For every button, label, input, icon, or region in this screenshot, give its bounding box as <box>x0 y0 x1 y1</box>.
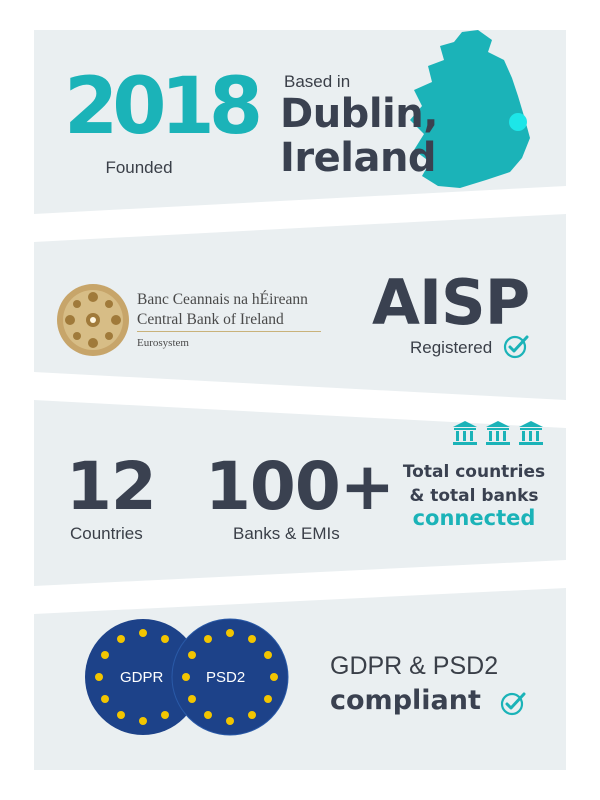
check-circle-icon <box>500 692 526 716</box>
founded-year: 2018 <box>64 62 263 152</box>
compliance-line-1: GDPR & PSD2 <box>330 652 499 680</box>
bank-building-icon <box>486 421 510 445</box>
summary-line-2: & total banks <box>409 486 539 506</box>
bank-divider <box>137 331 321 332</box>
psd2-badge-icon <box>171 618 289 736</box>
city-line-2: Ireland <box>280 135 437 181</box>
location-city: Dublin, Ireland <box>280 92 438 180</box>
gdpr-badge-icon <box>85 619 201 735</box>
bank-name-irish: Banc Ceannais na hÉireann <box>137 291 308 308</box>
banks-value: 100+ <box>205 448 395 525</box>
city-line-1: Dublin, <box>280 91 438 137</box>
ireland-map-icon <box>410 30 530 188</box>
psd2-badge-label: PSD2 <box>206 669 246 686</box>
location-prefix: Based in <box>284 72 351 91</box>
check-circle-icon <box>503 335 529 359</box>
bank-building-icon <box>453 421 477 445</box>
bank-system: Eurosystem <box>137 337 189 349</box>
compliance-badges <box>85 618 289 736</box>
banks-label: Banks & EMIs <box>233 524 340 543</box>
bank-name-english: Central Bank of Ireland <box>137 311 284 328</box>
summary-line-3: connected <box>412 506 536 530</box>
countries-label: Countries <box>70 524 143 543</box>
compliance-line-2: compliant <box>330 685 481 716</box>
license-type: AISP <box>372 266 530 339</box>
bank-icons-group <box>453 421 543 445</box>
gdpr-badge-label: GDPR <box>120 669 164 686</box>
countries-value: 12 <box>66 448 157 525</box>
summary-line-1: Total countries <box>402 462 546 482</box>
license-status: Registered <box>410 338 493 357</box>
central-bank-seal-icon <box>57 284 129 356</box>
founded-caption: Founded <box>105 158 173 177</box>
bank-building-icon <box>519 421 543 445</box>
